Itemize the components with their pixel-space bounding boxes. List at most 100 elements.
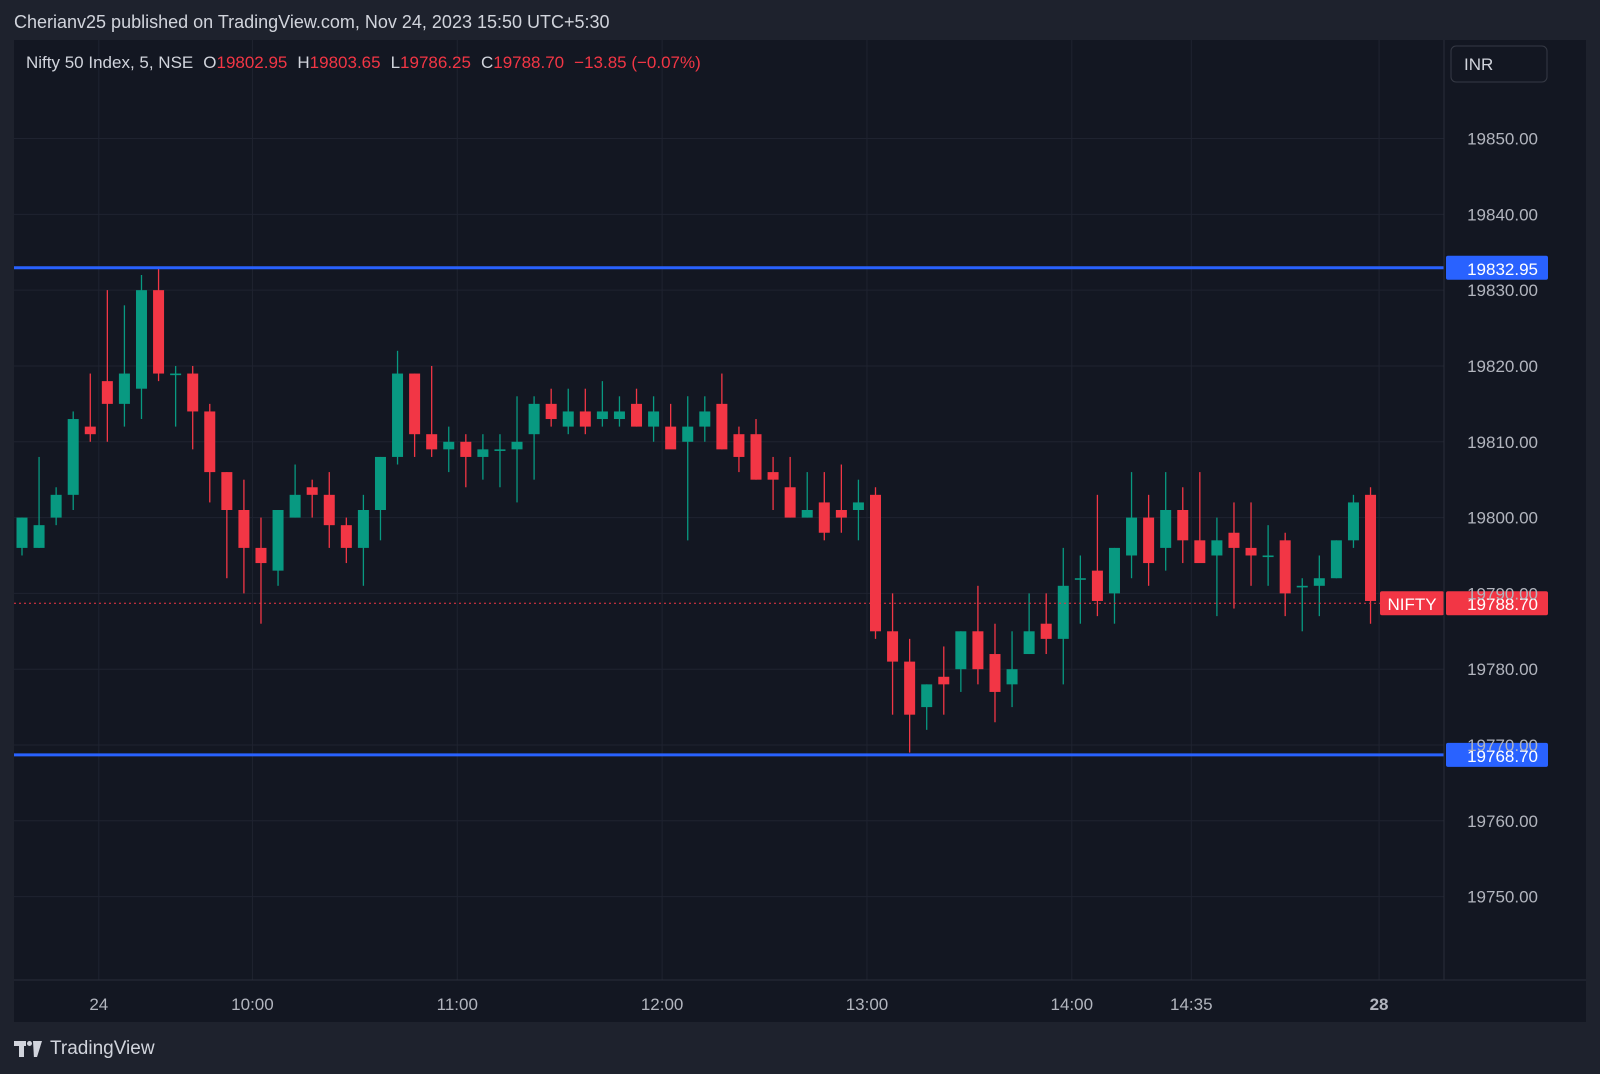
x-tick-label: 13:00 (846, 995, 889, 1014)
candle (1211, 517, 1223, 617)
footer: TradingView (14, 1038, 155, 1060)
candle (835, 464, 847, 533)
candle-body (494, 449, 506, 451)
candle (118, 305, 130, 427)
candle-body (887, 631, 899, 662)
candle (767, 456, 779, 510)
candle-body (1040, 623, 1052, 639)
symbol-tag-bg (1380, 591, 1444, 616)
candle-body (1330, 540, 1342, 579)
candle (750, 419, 762, 480)
candle-body (170, 373, 182, 376)
candle-body (528, 403, 540, 435)
candle-body (101, 381, 113, 404)
candle-body (374, 456, 386, 510)
candle-body (904, 661, 916, 715)
candle-body (1279, 540, 1291, 594)
candle-body (784, 487, 796, 518)
candle (1365, 487, 1377, 624)
candle-body (477, 449, 489, 457)
candle (1160, 472, 1172, 571)
candle-body (852, 502, 864, 510)
candle (1194, 472, 1206, 564)
candle (50, 487, 62, 526)
candle (340, 517, 352, 564)
candle (989, 623, 1001, 723)
candle-body (1365, 494, 1377, 601)
candle (392, 350, 404, 465)
candle-body (84, 426, 96, 435)
x-tick-label: 24 (89, 995, 108, 1014)
y-tick-label: 19820.00 (1467, 357, 1538, 376)
candle-body (870, 494, 881, 632)
currency-button[interactable]: INR (1450, 45, 1548, 83)
candle-body (50, 494, 62, 518)
candle-body (1006, 669, 1018, 685)
candle-body (1074, 578, 1086, 580)
y-tick-label: 19750.00 (1467, 888, 1538, 907)
candle-body (613, 411, 625, 420)
published-header: Cherianv25 published on TradingView.com,… (14, 12, 610, 32)
candle-body (545, 403, 557, 420)
candle-body (443, 441, 455, 450)
candle (1279, 532, 1291, 617)
candle (494, 434, 506, 488)
open-value: 19802.95 (216, 53, 287, 72)
open-label: O (203, 53, 216, 72)
candle (733, 426, 745, 473)
tradingview-logo-icon (14, 1039, 44, 1059)
candle-body (187, 373, 199, 412)
candle-body (835, 510, 847, 518)
candle (562, 388, 574, 435)
candle (579, 388, 591, 435)
candle-body (340, 525, 352, 548)
candle-body (921, 684, 933, 708)
candle (153, 267, 165, 382)
close-value: 19788.70 (493, 53, 564, 72)
candle-body (1313, 578, 1325, 586)
candle-body (1160, 510, 1172, 548)
candle-body (938, 676, 950, 685)
candle (648, 396, 660, 442)
candle (255, 517, 267, 624)
candle-body (989, 654, 1001, 692)
candle (1143, 494, 1155, 586)
candle (1108, 547, 1120, 624)
candle (443, 426, 455, 473)
currency-label: INR (1464, 55, 1493, 74)
candle (101, 290, 113, 442)
x-tick-label: 14:00 (1051, 995, 1094, 1014)
candle-body (238, 510, 250, 548)
candle (613, 396, 625, 427)
candle-body (1245, 547, 1257, 556)
candle (801, 472, 813, 518)
candle (511, 396, 523, 503)
chart-area[interactable]: 19832.95 19768.70 NIFTY 19788.70 24 10:00 11:… (14, 40, 1586, 1022)
candle-body (118, 373, 130, 404)
candlestick-chart[interactable]: 19832.95 19768.70 NIFTY 19788.70 24 10:00 11:… (14, 40, 1586, 1022)
candle-body (1262, 555, 1274, 558)
level-label: 19768.70 (1467, 747, 1538, 766)
x-tick-label: 12:00 (641, 995, 684, 1014)
candle-body (306, 487, 318, 495)
candle (818, 472, 830, 541)
candle-body (135, 290, 147, 389)
candle-body (204, 411, 216, 473)
candle-body (426, 434, 438, 450)
low-value: 19786.25 (400, 53, 471, 72)
candle-body (1211, 540, 1223, 556)
candle-body (972, 631, 984, 670)
candle-body (33, 525, 45, 548)
x-tick-label: 28 (1370, 995, 1389, 1014)
candle (955, 631, 967, 692)
candle-body (1091, 570, 1103, 601)
candle (221, 472, 233, 579)
candle (1006, 631, 1018, 708)
x-tick-label: 14:35 (1170, 995, 1213, 1014)
close-label: C (481, 53, 493, 72)
candle-body (153, 290, 165, 374)
candle-body (699, 411, 711, 427)
axes: 24 10:00 11:00 12:00 13:00 14:00 14:35 28 19850.… (14, 40, 1586, 1014)
level-label: 19832.95 (1467, 260, 1538, 279)
candle (1347, 494, 1359, 548)
